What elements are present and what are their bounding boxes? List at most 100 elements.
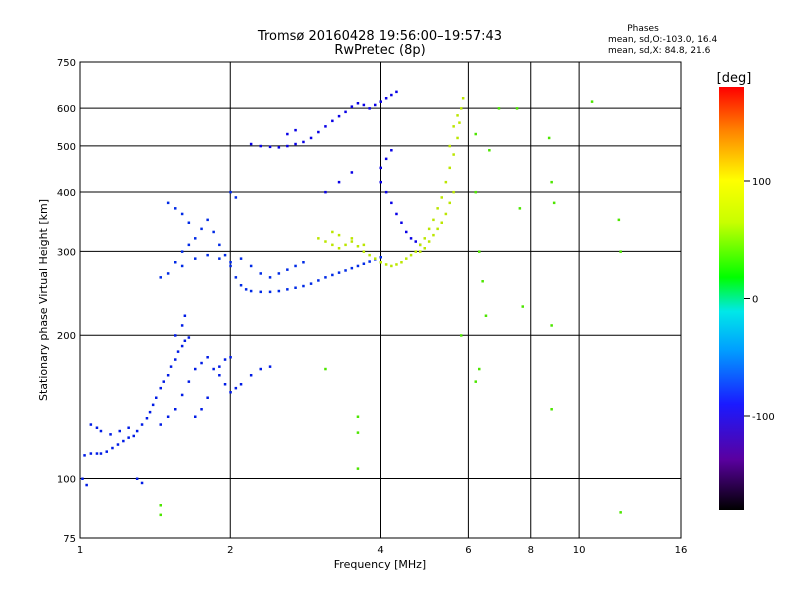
data-point bbox=[166, 374, 170, 377]
data-point bbox=[166, 415, 170, 418]
data-point bbox=[478, 250, 481, 253]
data-point bbox=[448, 201, 451, 205]
data-point bbox=[159, 386, 162, 390]
data-point bbox=[460, 107, 463, 110]
data-point bbox=[302, 261, 305, 264]
data-point bbox=[135, 477, 139, 480]
data-point bbox=[395, 212, 398, 216]
data-point bbox=[337, 114, 341, 118]
data-point bbox=[324, 276, 327, 279]
data-point bbox=[384, 157, 388, 161]
data-point bbox=[405, 230, 408, 234]
data-point bbox=[200, 408, 203, 411]
data-point bbox=[234, 386, 238, 390]
data-point bbox=[460, 334, 463, 337]
stats-line-x: mean, sd,X: 84.8, 21.6 bbox=[608, 46, 711, 56]
data-point bbox=[268, 365, 272, 368]
data-point bbox=[405, 257, 408, 260]
data-point bbox=[423, 247, 426, 250]
data-point bbox=[317, 130, 320, 134]
data-point bbox=[379, 100, 382, 103]
data-point bbox=[294, 286, 297, 289]
data-point bbox=[395, 90, 398, 94]
x-tick-label: 4 bbox=[377, 545, 383, 556]
data-point bbox=[174, 408, 177, 411]
data-point bbox=[324, 190, 327, 194]
data-point bbox=[547, 136, 551, 140]
data-point bbox=[448, 166, 451, 170]
data-point bbox=[409, 237, 413, 240]
data-point bbox=[518, 207, 522, 210]
data-point bbox=[223, 358, 227, 361]
data-point bbox=[218, 374, 221, 377]
data-point bbox=[458, 121, 461, 124]
data-point bbox=[229, 264, 232, 268]
data-point bbox=[148, 410, 152, 414]
data-point bbox=[162, 380, 165, 383]
data-point bbox=[337, 271, 341, 274]
data-point bbox=[259, 367, 262, 371]
data-point bbox=[331, 119, 334, 123]
data-point bbox=[374, 103, 377, 107]
data-point bbox=[488, 149, 491, 152]
data-point bbox=[423, 237, 426, 240]
data-point bbox=[174, 261, 177, 264]
data-point bbox=[350, 266, 354, 270]
data-point bbox=[368, 260, 371, 263]
data-point bbox=[109, 433, 112, 436]
data-point bbox=[159, 504, 162, 507]
data-point bbox=[474, 190, 477, 194]
data-point bbox=[452, 153, 455, 156]
data-point bbox=[515, 107, 519, 110]
data-point bbox=[223, 383, 227, 386]
data-point bbox=[331, 230, 334, 234]
data-point bbox=[368, 253, 371, 257]
data-point bbox=[166, 201, 170, 205]
data-point bbox=[409, 253, 413, 257]
data-point bbox=[379, 261, 382, 264]
data-point bbox=[324, 240, 327, 243]
y-tick-label: 400 bbox=[57, 188, 76, 199]
x-tick-label: 16 bbox=[675, 545, 688, 556]
data-point bbox=[461, 97, 465, 100]
data-point bbox=[223, 253, 227, 257]
data-point bbox=[127, 436, 130, 439]
data-point bbox=[105, 450, 108, 453]
data-point bbox=[474, 132, 477, 136]
data-point bbox=[350, 237, 354, 240]
data-point bbox=[362, 243, 366, 247]
y-tick-label: 500 bbox=[57, 142, 76, 153]
data-point bbox=[95, 426, 99, 429]
data-point bbox=[379, 166, 382, 170]
data-point bbox=[324, 367, 327, 371]
data-point bbox=[286, 144, 289, 148]
grid-lines bbox=[79, 61, 682, 539]
data-point bbox=[436, 227, 439, 231]
data-point bbox=[302, 140, 305, 144]
data-point bbox=[249, 374, 253, 377]
data-point bbox=[474, 380, 477, 383]
data-point bbox=[234, 276, 238, 279]
data-point bbox=[452, 190, 455, 194]
data-point bbox=[400, 261, 403, 264]
data-point bbox=[174, 207, 177, 210]
data-point bbox=[259, 272, 262, 275]
data-point bbox=[337, 180, 341, 184]
y-axis-label: Stationary phase Virtual Height [km] bbox=[37, 199, 50, 401]
data-point bbox=[194, 257, 197, 260]
x-axis-label: Frequency [MHz] bbox=[334, 558, 426, 571]
data-point bbox=[440, 196, 443, 199]
data-point bbox=[362, 262, 366, 265]
data-point bbox=[95, 452, 99, 455]
data-point bbox=[481, 280, 484, 283]
data-point bbox=[187, 221, 191, 224]
data-point bbox=[550, 180, 553, 184]
data-point bbox=[390, 264, 393, 268]
data-point bbox=[344, 243, 347, 247]
data-point bbox=[390, 149, 393, 152]
data-point bbox=[89, 452, 93, 455]
data-point bbox=[400, 221, 403, 224]
data-point bbox=[99, 429, 103, 433]
data-point bbox=[374, 257, 377, 260]
